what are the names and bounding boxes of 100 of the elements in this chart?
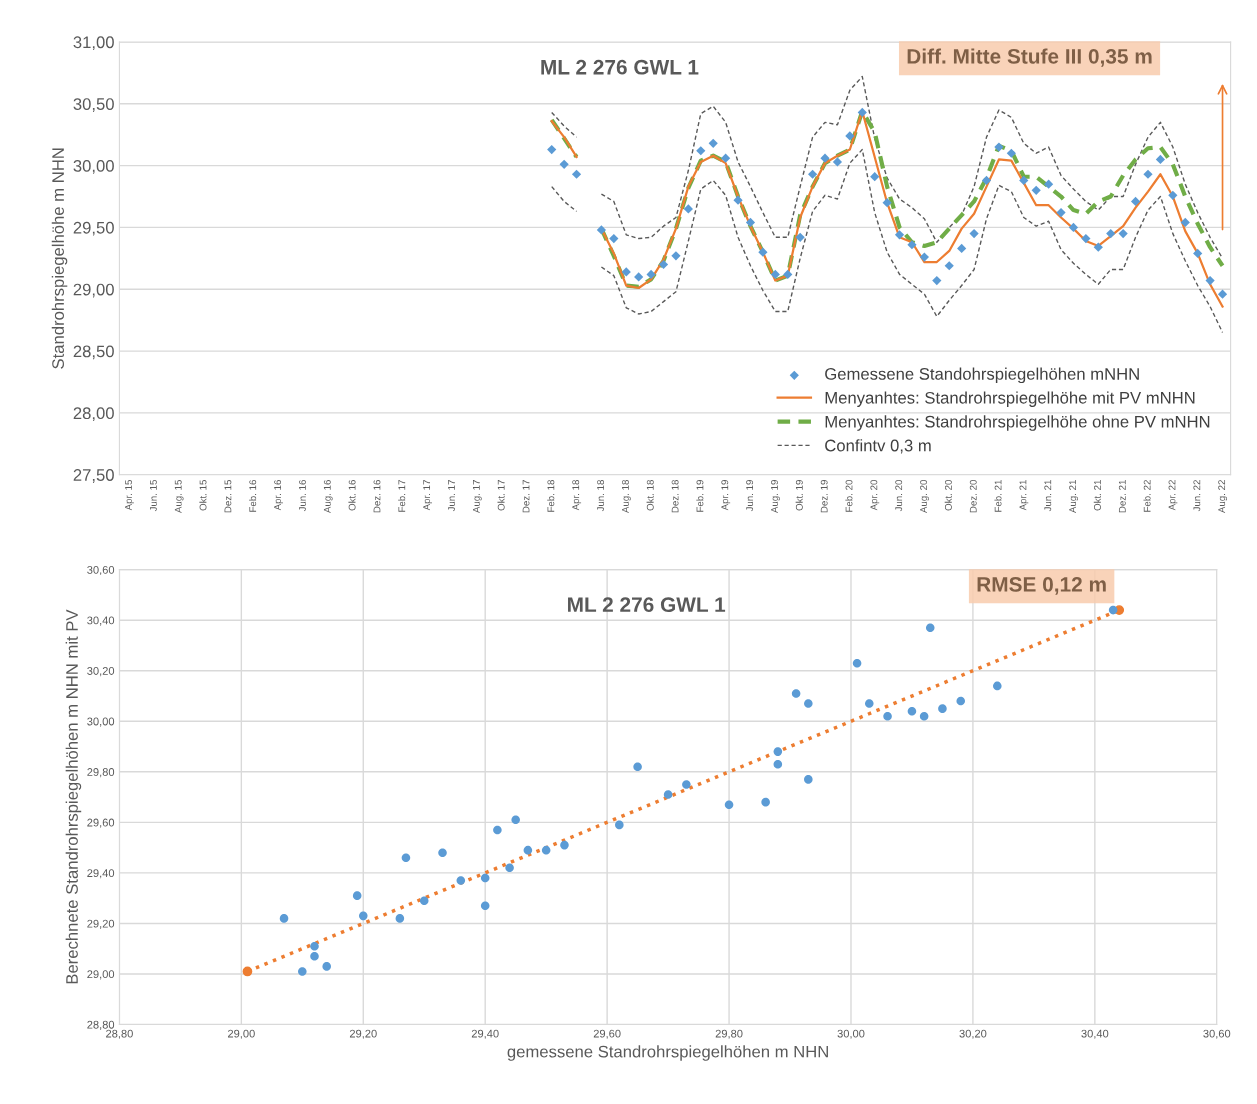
x-tick-label: Aug. 19 (771, 480, 780, 514)
point (523, 845, 533, 855)
point (511, 815, 520, 825)
point (845, 131, 855, 141)
point (1108, 605, 1118, 615)
point (1118, 229, 1128, 239)
point (894, 230, 905, 240)
x-tick-label: Jun. 21 (1044, 480, 1052, 512)
point (773, 759, 783, 769)
y-tick-label: 29,50 (73, 221, 114, 236)
y-tick-label: 29,00 (87, 970, 115, 980)
point (1193, 248, 1203, 258)
point (956, 696, 966, 706)
point (857, 107, 867, 118)
point (456, 876, 466, 885)
point (634, 272, 644, 282)
point (724, 800, 734, 809)
point (633, 762, 642, 772)
point (932, 275, 942, 286)
y-tick-label: 28,80 (87, 1020, 115, 1030)
point (1155, 154, 1166, 165)
point (919, 252, 929, 262)
point (310, 941, 319, 951)
point (795, 232, 805, 242)
x-tick-label: Aug. 16 (323, 480, 333, 514)
point (621, 267, 631, 277)
point (480, 873, 490, 883)
y-axis-title: Standrohrspiegelhöhe m NHN (51, 148, 68, 369)
y-tick-label: 30,20 (87, 667, 115, 677)
point (907, 706, 917, 716)
point (865, 699, 874, 708)
x-tick-label: Apr. 22 (1168, 480, 1178, 511)
x-tick-label: Dez. 18 (671, 480, 679, 513)
point (609, 233, 619, 244)
x-tick-label: Dez. 17 (522, 480, 530, 513)
point (242, 966, 253, 977)
point (852, 658, 862, 668)
point (358, 911, 368, 921)
x-tick-label: Okt. 19 (795, 480, 803, 511)
point (541, 845, 551, 855)
point (480, 901, 490, 911)
y-tick-label: 30,60 (87, 565, 115, 576)
x-tick-label: Aug. 18 (621, 480, 631, 514)
x-tick-label: Okt. 17 (497, 480, 505, 511)
y-tick-label: 30,40 (87, 616, 115, 626)
x-tick-label: Jun. 15 (150, 479, 157, 512)
point (745, 217, 756, 228)
x-tick-label: Dez. 21 (1118, 480, 1126, 513)
x-tick-label: 30,00 (837, 1029, 865, 1039)
x-tick-label: Feb. 20 (845, 479, 853, 512)
point (708, 138, 718, 148)
x-tick-label: Dez. 16 (373, 480, 381, 513)
x-tick-label: Aug. 22 (1218, 480, 1228, 514)
point (925, 623, 935, 633)
x-tick-label: Dez. 19 (820, 480, 828, 513)
point (683, 204, 693, 214)
point (804, 775, 813, 784)
point (395, 914, 405, 923)
legend-label: Menyanhtes: Standrohrspiegelhöhe ohne PV mNHN (825, 415, 1210, 431)
x-tick-label: Okt. 16 (348, 480, 356, 511)
x-tick-label: Apr. 21 (1019, 480, 1029, 511)
x-tick-label: Feb. 18 (547, 480, 555, 512)
x-tick-label: Apr. 20 (870, 479, 880, 511)
annotation: Diff. Mitte Stufe III 0,35 m (907, 48, 1152, 67)
point (310, 952, 319, 961)
point (832, 157, 843, 167)
point (870, 172, 880, 182)
x-tick-label: Aug. 20 (920, 479, 929, 514)
point (419, 896, 429, 905)
y-tick-label: 29,20 (87, 919, 115, 929)
text: ML 2 276 GWL 1 (568, 597, 726, 613)
point (658, 259, 669, 270)
x-tick-label: Okt. 21 (1093, 480, 1101, 511)
x-tick-label: Aug. 15 (174, 479, 184, 514)
point (682, 780, 691, 789)
x-tick-label: 30,60 (1203, 1029, 1231, 1039)
x-tick-label: Jun. 18 (597, 480, 605, 512)
x-tick-label: Jun. 22 (1193, 480, 1201, 512)
y-tick-label: 27,50 (73, 469, 114, 483)
x-tick-label: Okt. 20 (944, 479, 952, 511)
point (696, 146, 706, 156)
point (596, 225, 607, 235)
x-tick-label: Feb. 22 (1143, 480, 1151, 512)
x-tick-label: Dez. 15 (224, 479, 232, 513)
x-tick-label: 29,00 (228, 1029, 255, 1039)
point (1217, 289, 1228, 299)
x-tick-label: Jun. 16 (298, 480, 306, 512)
x-tick-label: Okt. 18 (646, 480, 654, 511)
point (1168, 190, 1178, 200)
point (1019, 175, 1029, 186)
point (505, 863, 514, 873)
point (1180, 217, 1190, 228)
x-tick-label: 29,80 (715, 1029, 743, 1039)
legend-label: Menyanhtes: Standrohrspiegelhöhe mit PV mNHN (825, 391, 1195, 407)
x-axis-title: gemessene Standrohrspiegelhöhen m NHN (507, 1045, 828, 1061)
point (1044, 179, 1054, 189)
point (773, 747, 783, 756)
point (663, 790, 673, 799)
x-tick-label: Feb. 21 (994, 480, 1002, 512)
point (560, 840, 569, 850)
